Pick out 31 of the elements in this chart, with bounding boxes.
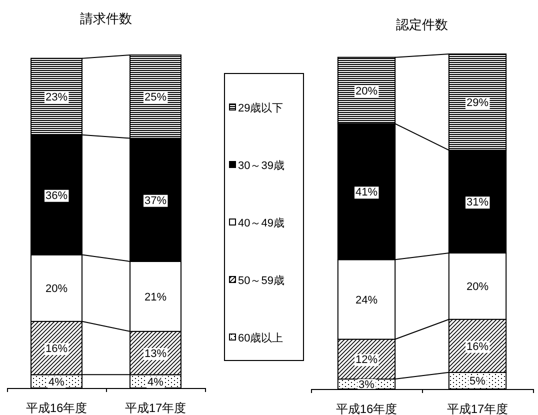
data-label: 29% <box>466 97 489 110</box>
data-label: 31% <box>466 196 489 209</box>
x-tick-label: 平成17年度 <box>446 402 508 415</box>
chart-title: 請求件数 <box>80 11 132 26</box>
legend-label: 29歳以下 <box>238 102 284 115</box>
data-label: 13% <box>144 348 167 360</box>
data-label: 21% <box>144 291 167 304</box>
data-label: 4% <box>48 376 65 388</box>
data-label: 5% <box>470 376 486 388</box>
x-tick-label: 平成16年度 <box>26 401 88 415</box>
data-label: 20% <box>466 281 489 294</box>
data-label: 37% <box>144 194 167 207</box>
data-label: 3% <box>358 379 375 392</box>
chart-title: 認定件数 <box>396 17 448 32</box>
x-tick-label: 平成17年度 <box>124 401 186 415</box>
data-label: 23% <box>45 92 68 104</box>
x-tick-label: 平成16年度 <box>336 402 398 415</box>
data-label: 4% <box>148 376 164 388</box>
legend-label: 40～49歳 <box>238 216 284 230</box>
data-label: 41% <box>355 186 378 199</box>
legend-label: 30～39歳 <box>238 159 284 172</box>
legend-label: 60歳以上 <box>238 331 284 344</box>
data-label: 12% <box>355 354 378 366</box>
data-label: 16% <box>45 343 68 356</box>
data-label: 16% <box>466 340 489 353</box>
data-label: 24% <box>355 294 378 306</box>
data-label: 20% <box>355 85 378 98</box>
data-label: 36% <box>45 190 68 202</box>
data-label: 20% <box>45 283 68 296</box>
legend-label: 50～59歳 <box>238 274 284 287</box>
data-label: 25% <box>144 92 167 104</box>
